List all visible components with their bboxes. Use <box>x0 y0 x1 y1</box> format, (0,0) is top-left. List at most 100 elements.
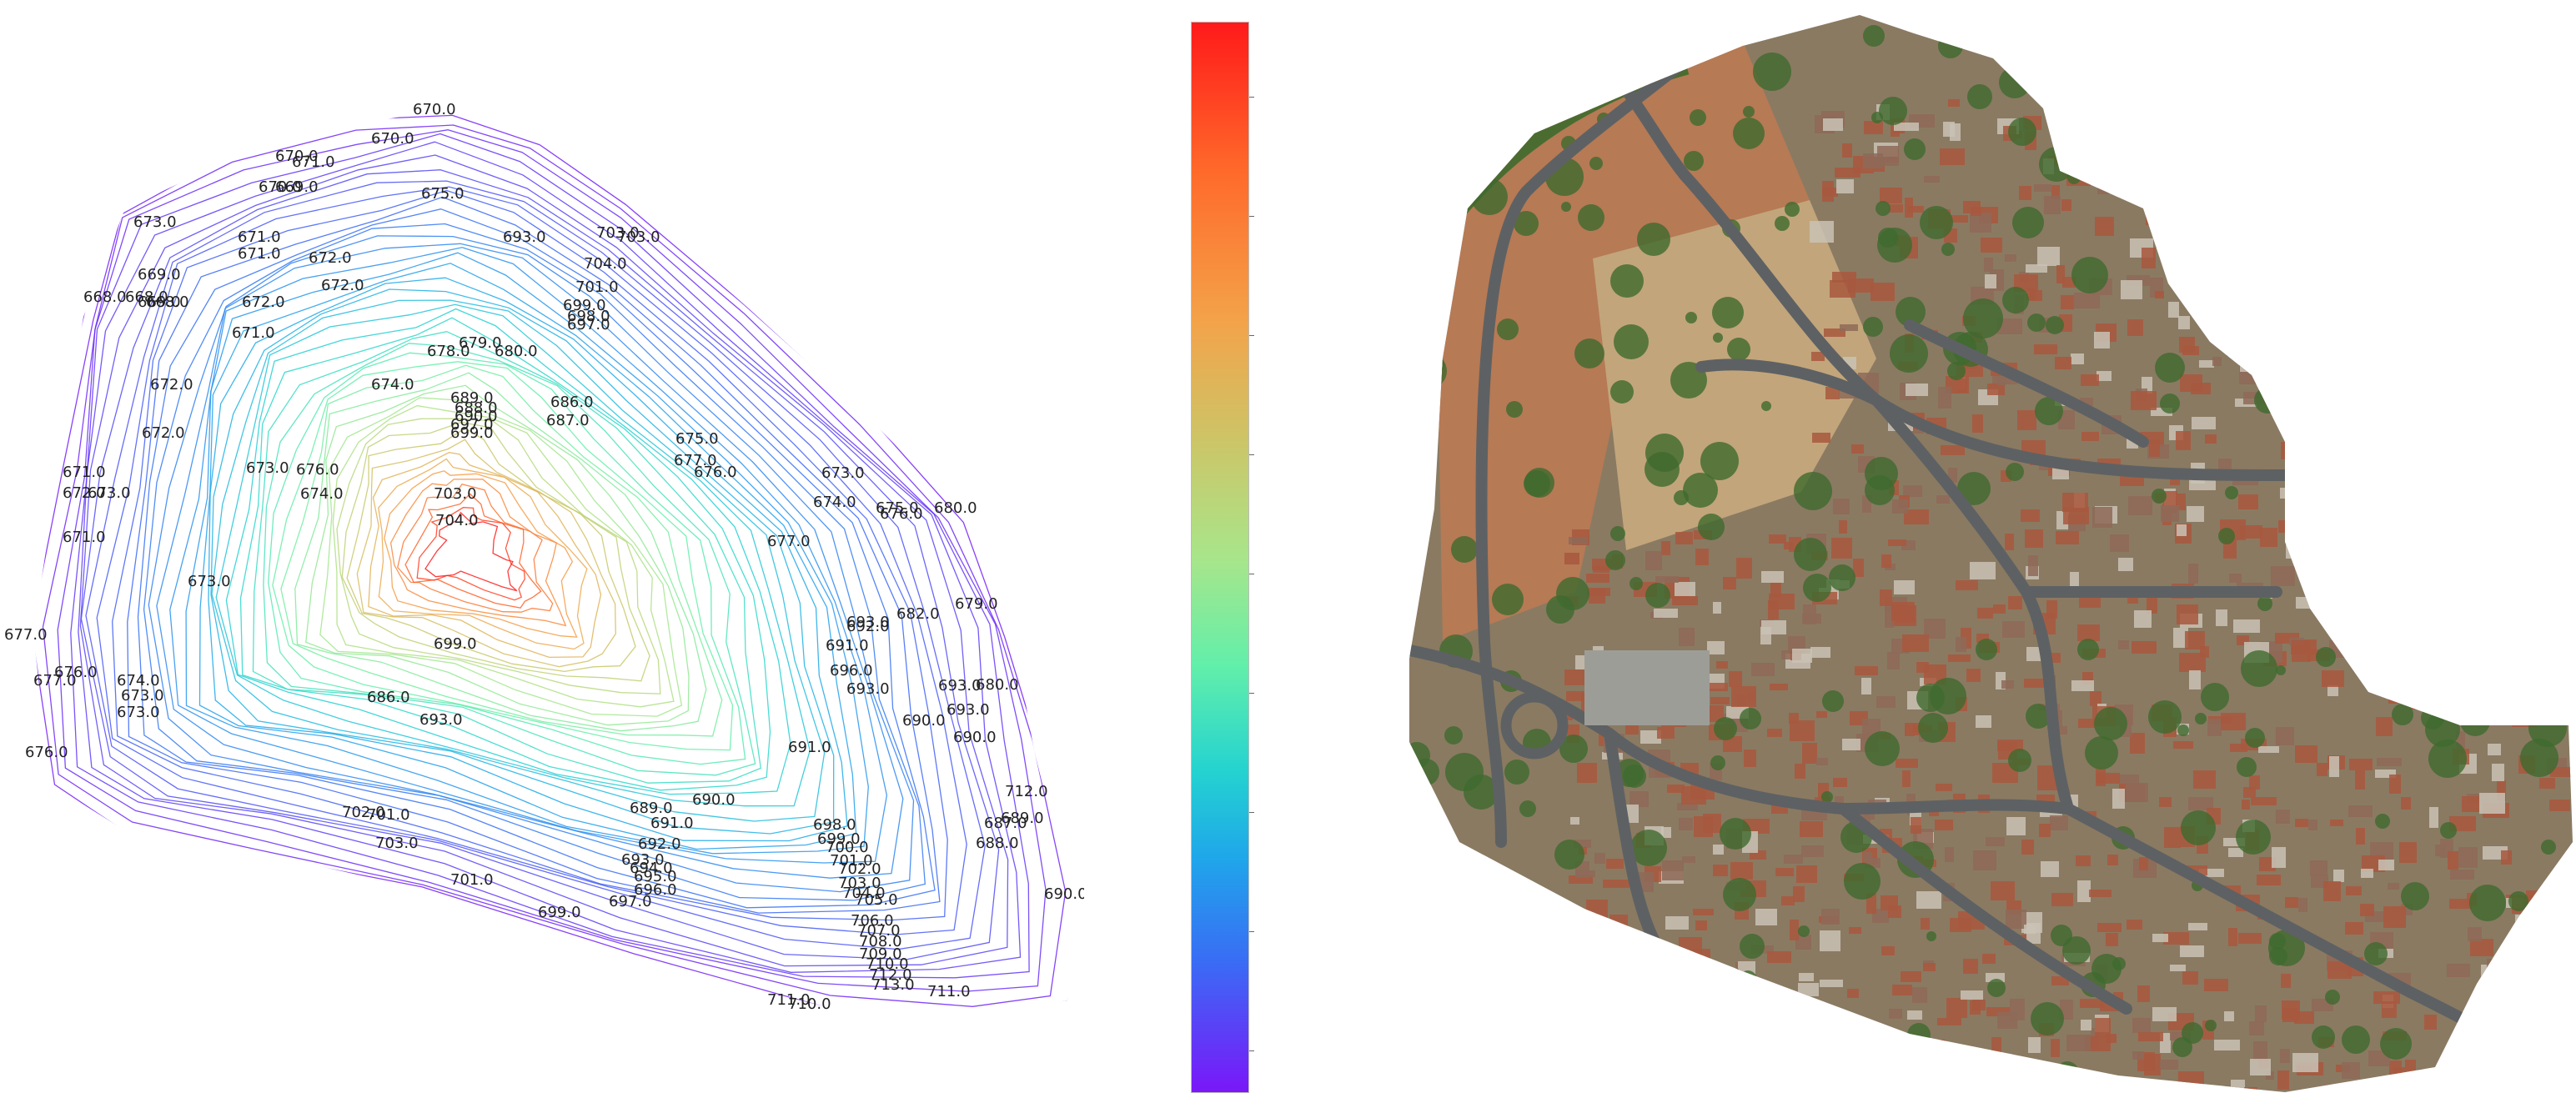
elevation-label: 693.0 <box>947 701 990 719</box>
elevation-label: 674.0 <box>813 494 856 511</box>
elevation-label: 690.0 <box>1044 885 1084 903</box>
elevation-label: 676.0 <box>694 464 737 481</box>
road <box>1604 728 1665 956</box>
elevation-label: 690.0 <box>692 791 736 809</box>
elevation-label: 709.0 <box>859 945 902 963</box>
elevation-label: 688.0 <box>454 399 498 417</box>
elevation-label: 682.0 <box>896 605 940 623</box>
elevation-label: 693.0 <box>846 614 890 631</box>
elevation-label: 675.0 <box>675 430 719 448</box>
contour-line <box>378 458 588 650</box>
elevation-label: 699.0 <box>538 904 581 921</box>
road <box>1475 36 1715 848</box>
elevation-label: 671.0 <box>238 245 281 263</box>
elevation-label: 672.0 <box>242 293 285 311</box>
elevation-label: 706.0 <box>851 912 894 930</box>
elevation-label: 673.0 <box>88 484 131 502</box>
elevation-label: 690.0 <box>953 729 997 746</box>
elevation-label: 702.0 <box>342 804 385 821</box>
elevation-label: 693.0 <box>846 680 890 698</box>
colorbar-tick <box>1249 454 1254 455</box>
elevation-label: 701.0 <box>450 871 494 889</box>
elevation-label: 693.0 <box>503 228 546 246</box>
elevation-label: 673.0 <box>133 213 177 231</box>
elevation-label: 690.0 <box>902 712 946 730</box>
elevation-label: 698.0 <box>813 816 856 834</box>
elevation-label: 676.0 <box>25 744 68 761</box>
elevation-label: 698.0 <box>567 308 610 325</box>
elevation-label: 700.0 <box>826 839 869 856</box>
elevation-label: 704.0 <box>842 885 886 902</box>
elevation-label: 671.0 <box>232 324 275 342</box>
elevation-label: 680.0 <box>934 499 977 517</box>
elevation-label: 675.0 <box>876 499 919 517</box>
contour-line <box>143 223 926 901</box>
elevation-label: 672.0 <box>150 376 193 394</box>
elevation-label: 711.0 <box>927 983 971 1000</box>
aerial-orthophoto-panel <box>1409 8 2576 1093</box>
elevation-label: 704.0 <box>435 512 479 529</box>
elevation-label: 675.0 <box>421 185 464 203</box>
contour-line <box>79 154 1009 967</box>
contour-line <box>70 133 1030 979</box>
contour-line <box>294 372 707 732</box>
contour-line <box>346 427 636 673</box>
elevation-label: 671.0 <box>63 464 106 481</box>
elevation-label: 703.0 <box>434 485 477 503</box>
elevation-label: 688.0 <box>976 835 1019 852</box>
elevation-label: 693.0 <box>621 851 665 869</box>
elevation-label: 674.0 <box>371 376 414 394</box>
contour-line <box>336 418 661 694</box>
contour-line <box>319 397 683 717</box>
elevation-colorbar-panel <box>1191 22 1258 1093</box>
contour-line <box>112 189 948 921</box>
contour-line <box>185 252 869 855</box>
elevation-label: 699.0 <box>817 830 861 848</box>
elevation-label: 691.0 <box>650 815 694 832</box>
elevation-label: 696.0 <box>634 881 677 899</box>
roundabout <box>1500 691 1569 760</box>
elevation-label: 670.0 <box>371 130 414 148</box>
contour-line <box>96 186 967 935</box>
contour-line <box>305 384 690 726</box>
contour-line <box>57 129 1047 992</box>
colorbar-tick <box>1249 1050 1254 1051</box>
road <box>1695 358 1882 406</box>
elevation-label: 711.0 <box>767 991 811 1009</box>
elevation-label: 694.0 <box>630 860 673 877</box>
elevation-label: 703.0 <box>617 228 660 246</box>
elevation-label: 701.0 <box>575 278 619 296</box>
elevation-label: 669.0 <box>138 266 181 283</box>
elevation-label: 669.0 <box>138 293 181 311</box>
contour-line <box>148 235 915 893</box>
elevation-label: 668.0 <box>83 288 127 306</box>
elevation-label: 689.0 <box>1001 810 1044 827</box>
contour-line <box>404 493 542 609</box>
elevation-label: 668.0 <box>125 288 168 306</box>
elevation-label: 701.0 <box>830 852 873 870</box>
road <box>1904 319 2149 448</box>
contour-line <box>424 511 518 592</box>
contour-line <box>280 364 723 737</box>
elevation-label: 699.0 <box>434 635 477 653</box>
elevation-label: 686.0 <box>550 394 594 411</box>
colorbar-tick <box>1249 97 1254 98</box>
elevation-label: 703.0 <box>596 224 640 242</box>
elevation-label: 677.0 <box>33 672 77 689</box>
contour-line <box>332 404 675 708</box>
contour-line <box>368 452 602 659</box>
elevation-label: 671.0 <box>238 228 281 246</box>
contour-line <box>80 169 1000 960</box>
elevation-label: 672.0 <box>309 249 352 267</box>
elevation-label: 702.0 <box>838 860 881 878</box>
elevation-label: 699.0 <box>450 424 494 442</box>
elevation-label: 699.0 <box>563 297 606 314</box>
elevation-label: 676.0 <box>296 461 339 479</box>
elevation-label: 673.0 <box>117 704 160 721</box>
aerial-orthophoto <box>1409 15 2573 1092</box>
elevation-label: 679.0 <box>955 595 998 613</box>
elevation-label: 676.0 <box>54 664 98 681</box>
elevation-label: 691.0 <box>788 739 831 756</box>
contour-line <box>272 361 734 751</box>
